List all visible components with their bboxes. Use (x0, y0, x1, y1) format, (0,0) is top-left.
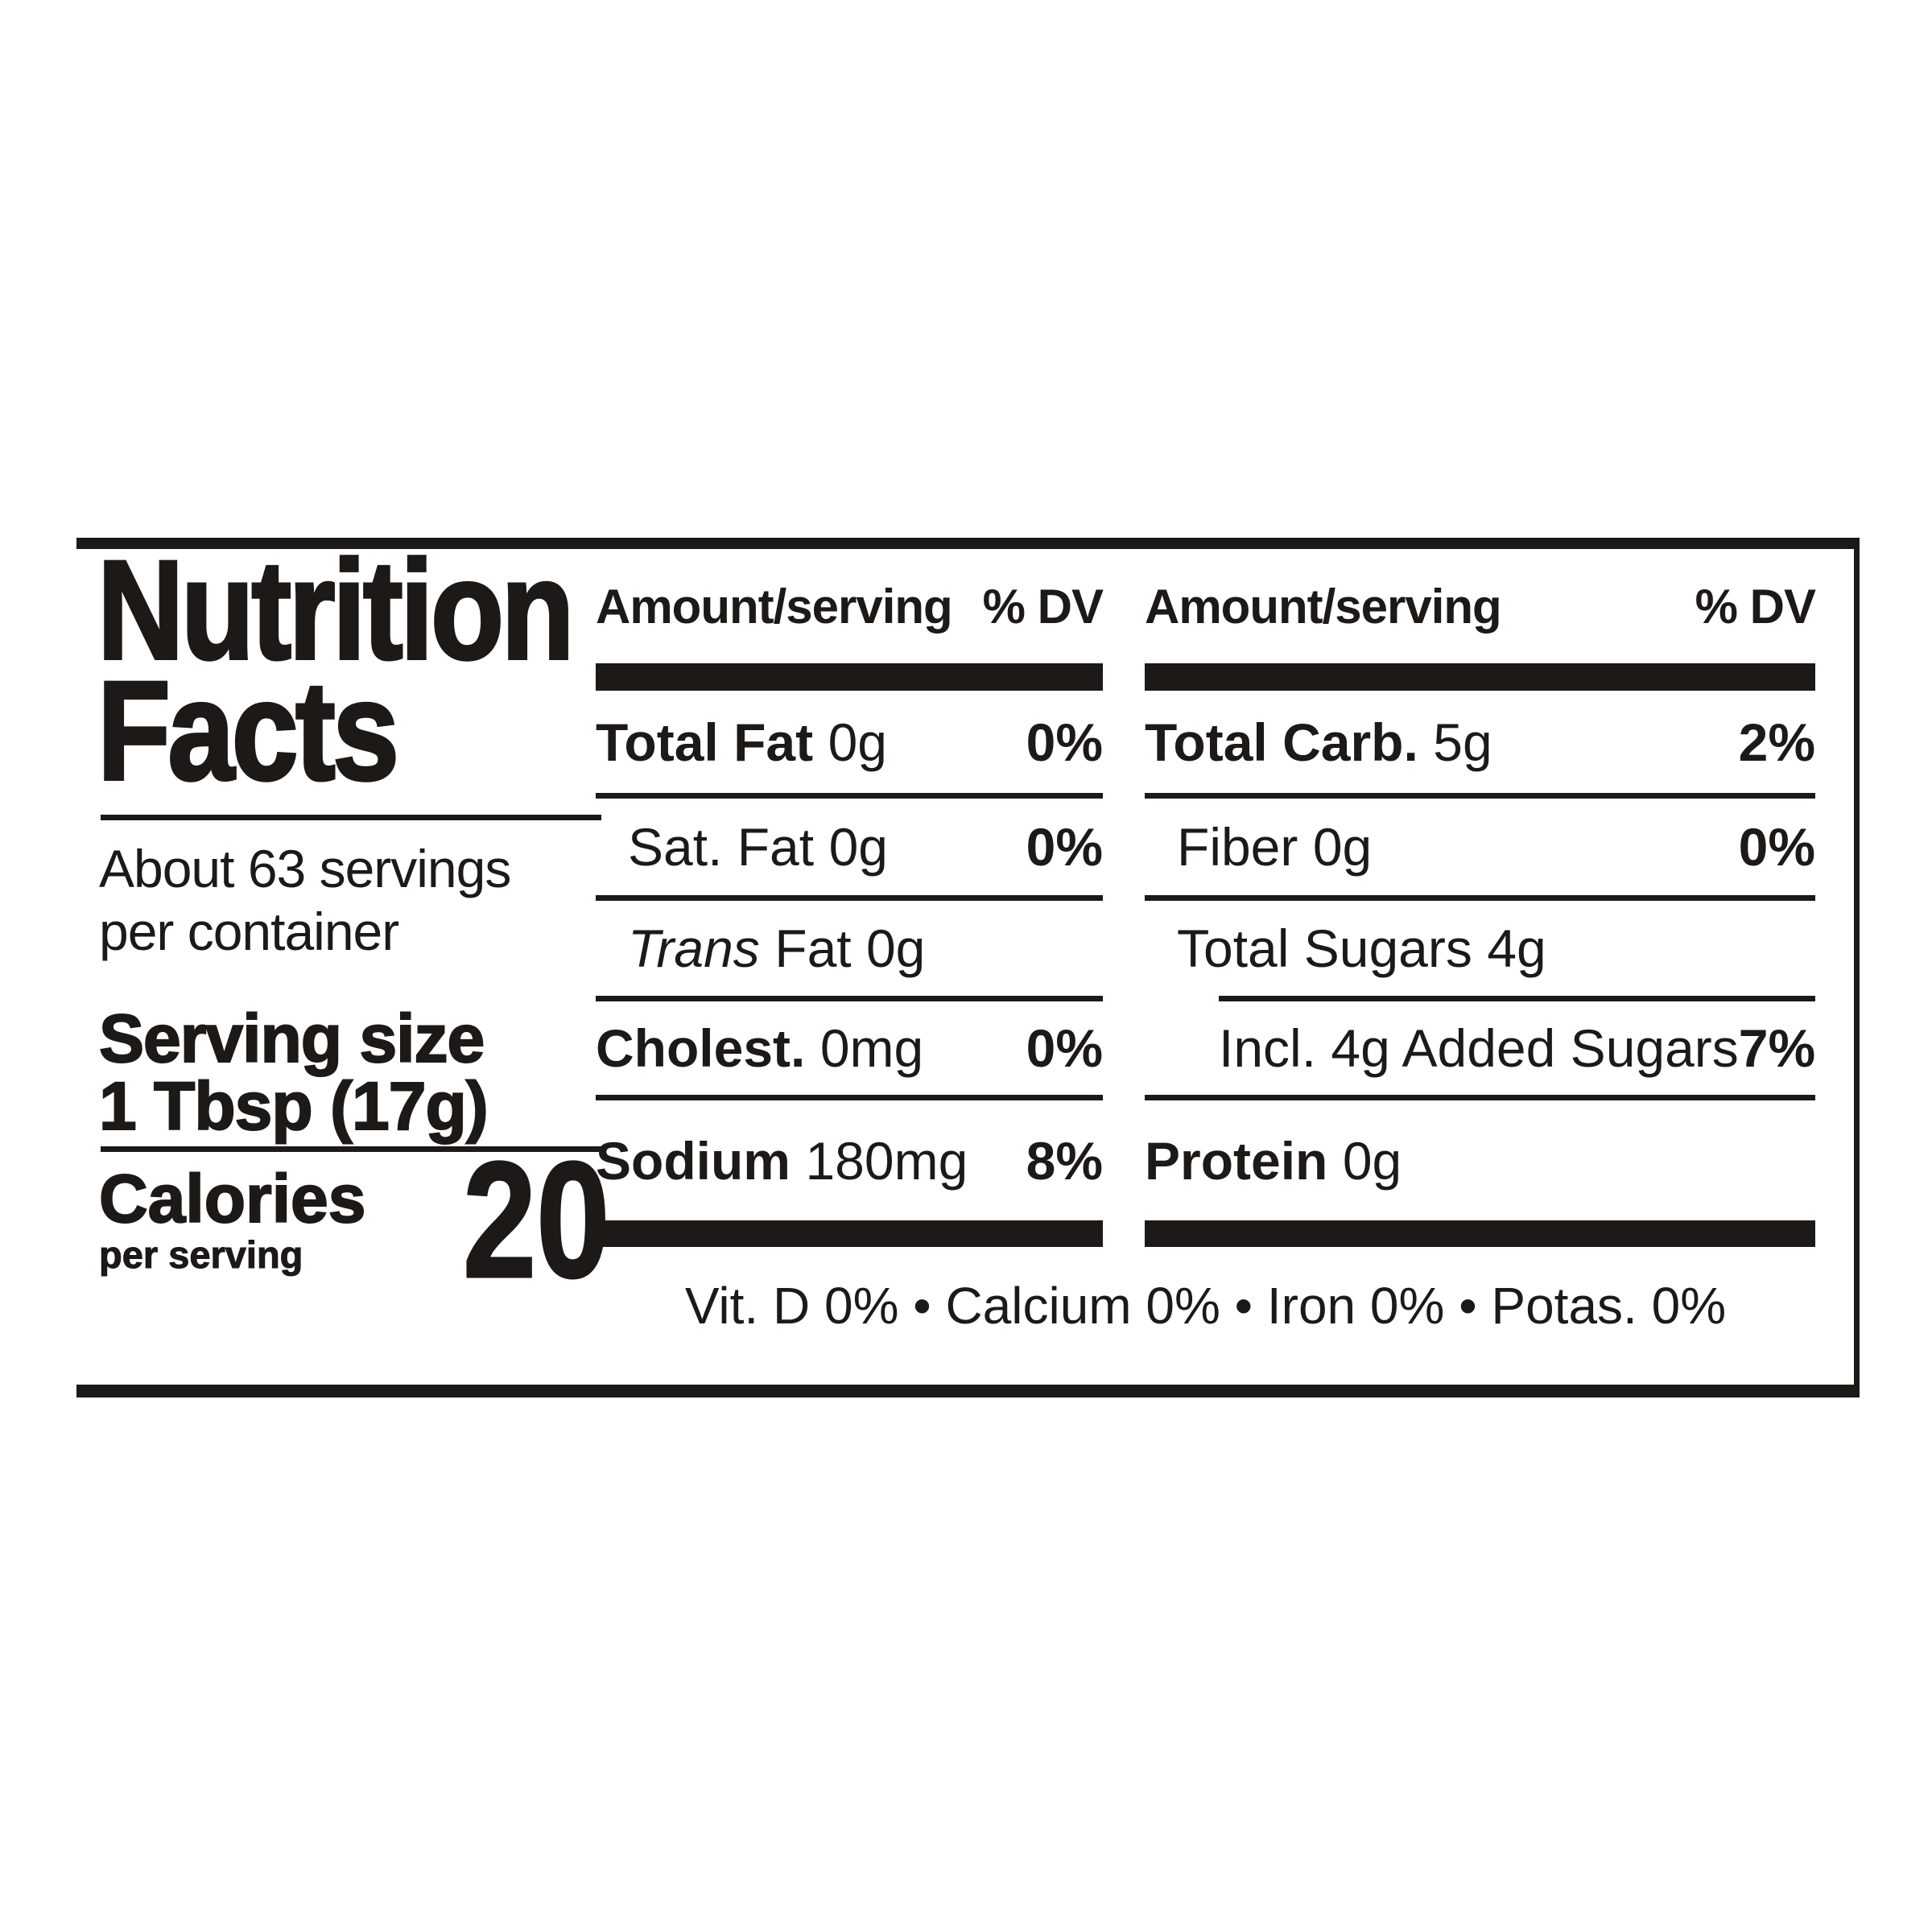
nutrient-row-added-sugars: Incl. 4g Added Sugars 7% (1145, 1001, 1815, 1095)
nutrient-name: Total Sugars (1177, 919, 1472, 978)
column-header-left: Amount/serving % DV (596, 580, 1104, 634)
row-divider (596, 996, 1103, 1001)
header-black-bar (1145, 663, 1815, 691)
nutrient-row-sodium: Sodium 180mg 8% (596, 1100, 1103, 1220)
nutrient-amount: 0g (828, 712, 887, 772)
header-percent-dv: % DV (982, 580, 1104, 634)
row-divider (1145, 793, 1815, 799)
nutrient-amount: 180mg (805, 1130, 968, 1191)
footer-black-bar (596, 1220, 1103, 1247)
divider-under-title (101, 815, 601, 820)
nutrient-dv: 7% (1738, 1018, 1816, 1078)
header-black-bar (596, 663, 1103, 691)
header-percent-dv: % DV (1695, 580, 1816, 634)
divider-under-serving-size (101, 1146, 601, 1152)
nutrient-row-sat-fat: Sat. Fat 0g 0% (596, 799, 1103, 895)
row-divider-indented (1219, 996, 1815, 1001)
nutrient-name: Sodium (596, 1130, 791, 1191)
nutrient-dv: 2% (1738, 712, 1815, 772)
nutrient-amount: 0g (828, 817, 888, 877)
serving-size: Serving size 1 Tbsp (17g) (98, 1001, 489, 1144)
calories-label: Calories (98, 1161, 366, 1236)
row-divider (596, 895, 1103, 901)
calories-block: Calories per serving (98, 1161, 366, 1277)
nutrition-facts-label: Nutrition Facts About 63 servings per co… (76, 538, 1860, 1397)
calories-sublabel: per serving (99, 1233, 303, 1277)
label-top-bar (76, 538, 1860, 549)
row-divider (596, 793, 1103, 799)
nutrient-row-total-carb: Total Carb. 5g 2% (1145, 691, 1815, 793)
title-line1: Nutrition (96, 532, 576, 689)
nutrient-amount: Fat 0g (774, 919, 926, 978)
nutrient-name: Total Carb. (1145, 712, 1418, 772)
header-amount-serving: Amount/serving (1145, 580, 1502, 634)
servings-per-container: About 63 servings per container (99, 837, 511, 963)
nutrient-dv: 0% (1026, 712, 1103, 772)
micronutrients-line: Vit. D 0% • Calcium 0% • Iron 0% • Potas… (684, 1277, 1727, 1335)
nutrient-name: Trans (628, 919, 760, 978)
row-divider (1145, 1095, 1815, 1100)
column-header-right: Amount/serving % DV (1145, 580, 1816, 634)
nutrient-amount: 0g (1342, 1130, 1402, 1191)
nutrient-row-cholesterol: Cholest. 0mg 0% (596, 1001, 1103, 1095)
servings-line1: About 63 servings (99, 839, 511, 898)
nutrient-row-total-fat: Total Fat 0g 0% (596, 691, 1103, 793)
nutrient-amount: 0g (1312, 817, 1373, 877)
title-line2: Facts (96, 653, 400, 810)
nutrient-name: Total Fat (596, 712, 814, 772)
footer-black-bar (1145, 1220, 1815, 1247)
header-amount-serving: Amount/serving (596, 580, 953, 634)
row-divider (596, 1095, 1103, 1100)
row-divider (1145, 895, 1815, 901)
serving-size-label: Serving size (98, 1001, 485, 1076)
label-title: Nutrition Facts (96, 532, 576, 810)
nutrient-amount: 4g (1487, 919, 1546, 978)
nutrient-name: Incl. 4g Added Sugars (1219, 1018, 1739, 1078)
nutrient-amount: 5g (1433, 712, 1492, 772)
nutrient-dv: 8% (1026, 1130, 1103, 1191)
nutrient-dv: 0% (1738, 817, 1815, 877)
nutrient-name: Protein (1145, 1130, 1328, 1191)
nutrient-name: Sat. Fat (628, 817, 815, 877)
nutrient-row-protein: Protein 0g (1145, 1100, 1815, 1220)
nutrient-amount: 0mg (819, 1018, 924, 1078)
nutrient-name: Cholest. (596, 1018, 806, 1078)
nutrient-name: Fiber (1177, 817, 1298, 877)
serving-size-value: 1 Tbsp (17g) (98, 1068, 489, 1144)
nutrient-row-trans-fat: Trans Fat 0g (596, 901, 1103, 996)
nutrient-row-fiber: Fiber 0g 0% (1145, 799, 1815, 895)
nutrient-dv: 0% (1026, 1018, 1103, 1078)
label-bottom-bar (76, 1385, 1860, 1397)
label-right-border (1854, 538, 1860, 1397)
calories-value: 20 (462, 1128, 611, 1312)
nutrient-dv: 0% (1026, 817, 1103, 877)
servings-line2: per container (99, 902, 399, 961)
nutrient-row-total-sugars: Total Sugars 4g (1145, 901, 1815, 996)
